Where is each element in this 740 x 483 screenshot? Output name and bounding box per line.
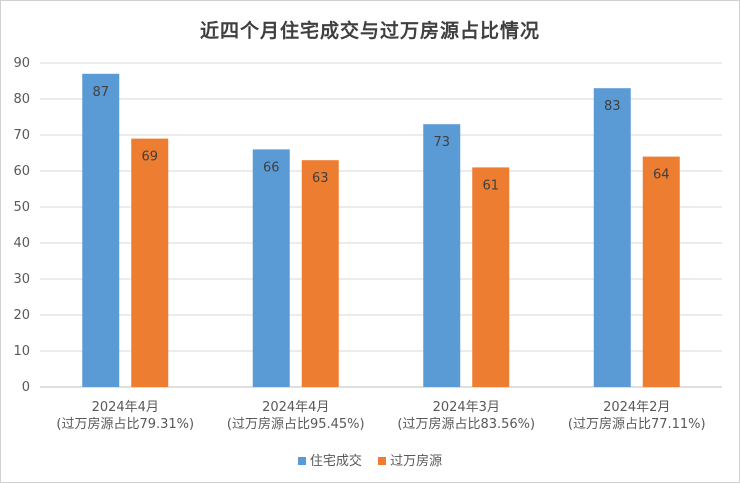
- bar: [593, 88, 631, 387]
- x-tick-label: 2024年4月: [92, 400, 159, 415]
- x-tick-label: (过万房源占比77.11%): [568, 416, 706, 432]
- bar: [301, 160, 339, 387]
- y-tick-label: 10: [13, 344, 30, 359]
- y-tick-label: 60: [13, 164, 30, 179]
- bar: [472, 167, 510, 387]
- legend: 住宅成交 过万房源: [0, 450, 740, 469]
- y-tick-label: 90: [13, 56, 30, 71]
- data-label: 66: [263, 160, 280, 175]
- x-tick-label: 2024年3月: [433, 400, 500, 415]
- bar: [82, 73, 120, 388]
- x-tick-label: 2024年4月: [262, 400, 329, 415]
- y-tick-label: 80: [13, 92, 30, 107]
- x-tick-label: (过万房源占比95.45%): [227, 416, 365, 432]
- legend-label: 过万房源: [390, 454, 443, 469]
- y-tick-label: 20: [13, 308, 30, 323]
- data-label: 73: [433, 135, 450, 150]
- x-tick-label: (过万房源占比83.56%): [397, 416, 535, 432]
- y-tick-label: 30: [13, 272, 30, 287]
- y-tick-label: 40: [13, 236, 30, 251]
- bar: [423, 124, 461, 387]
- data-label: 83: [604, 99, 621, 114]
- data-label: 61: [482, 178, 499, 193]
- legend-item-series-1: 过万房源: [378, 450, 442, 469]
- data-label: 69: [141, 150, 158, 165]
- y-tick-label: 70: [13, 128, 30, 143]
- legend-item-series-0: 住宅成交: [297, 450, 362, 469]
- bar: [252, 149, 290, 387]
- bar: [131, 138, 169, 387]
- legend-label: 住宅成交: [309, 454, 362, 469]
- x-tick-label: (过万房源占比79.31%): [56, 416, 194, 432]
- legend-swatch: [378, 456, 387, 465]
- data-label: 64: [653, 168, 670, 183]
- data-label: 63: [312, 171, 329, 186]
- data-label: 87: [92, 85, 109, 100]
- y-tick-label: 50: [13, 200, 30, 215]
- chart-title: 近四个月住宅成交与过万房源占比情况: [199, 20, 540, 42]
- x-tick-label: 2024年2月: [603, 400, 670, 415]
- bar: [642, 156, 680, 387]
- legend-swatch: [297, 456, 306, 465]
- y-tick-label: 0: [22, 380, 30, 395]
